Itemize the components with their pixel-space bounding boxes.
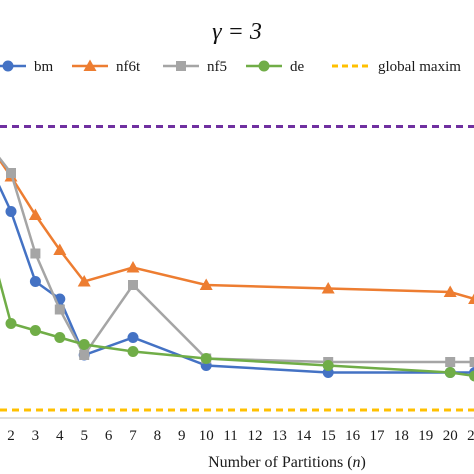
x-tick-label-16: 16 [345,428,361,444]
data-point-nf6t-2 [28,208,42,220]
series-de [0,277,474,382]
x-tick-label-12: 12 [248,428,263,444]
data-point-nf5-5 [128,280,138,290]
legend-label: nf6t [116,59,141,75]
data-point-nf5-4 [79,350,90,360]
legend-label: de [290,59,305,75]
legend-item-4: global maxim [332,59,461,75]
x-tick-label-11: 11 [223,428,237,444]
data-point-nf6t-8 [443,285,457,297]
x-tick-label-20: 20 [443,428,458,444]
x-tick-label-2: 2 [7,428,15,444]
series-layer [0,156,474,382]
legend-item-3: de [246,59,305,75]
x-tick-label-8: 8 [154,428,162,444]
x-axis-label-variable: n [353,454,361,471]
data-point-nf6t-6 [199,278,213,290]
chart-title: γ = 3 [212,19,262,45]
data-point-nf5-1 [6,168,16,178]
legend-marker [83,59,97,71]
data-point-nf5-3 [54,304,65,315]
x-tick-label-17: 17 [370,428,386,444]
legend: bm nf6t nf5 de global maxim [0,59,461,75]
data-point-bm-2 [29,276,41,287]
data-point-nf5-8 [445,357,456,367]
data-point-nf6t-9 [468,293,474,304]
legend-label: nf5 [207,59,227,75]
legend-marker [2,60,14,72]
x-tick-label-15: 15 [321,428,336,444]
data-point-nf6t-4 [77,275,91,287]
x-tick-label-19: 19 [418,428,433,444]
series-line-bm [0,184,474,374]
x-tick-label-13: 13 [272,428,287,444]
legend-label: bm [34,59,54,75]
series-nf6t [0,158,474,304]
x-tick-label-7: 7 [129,428,137,444]
series-bm [0,184,474,378]
data-point-de-7 [322,360,334,371]
x-tick-label-21: 21 [467,428,474,444]
x-tick-labels: 2 345 67 89 10 11 12 13 14 15 16 17 18 19 20 21 [7,428,474,444]
legend-marker [258,60,270,72]
data-point-nf6t-7 [321,282,335,294]
data-point-de-8 [444,367,456,378]
legend-item-0: bm [0,59,54,75]
legend-label: global maxim [378,59,461,75]
data-point-nf6t-3 [53,243,67,255]
data-point-bm-1 [5,206,17,217]
x-tick-label-3: 3 [32,428,40,444]
series-line-nf6t [0,158,474,301]
x-axis-label: Number of Partitions (n) [208,454,366,471]
x-tick-label-10: 10 [199,428,214,444]
data-point-de-4 [78,339,90,350]
data-point-de-5 [127,346,139,357]
data-point-de-1 [5,318,17,329]
data-point-nf6t-5 [126,261,140,273]
legend-item-2: nf5 [163,59,227,75]
legend-marker [176,61,186,71]
data-point-de-6 [200,353,212,364]
series-line-nf5 [0,156,474,364]
data-point-nf5-9 [469,357,474,367]
data-point-de-3 [54,332,66,343]
x-axis-label-text: Number of Partitions ( [208,454,352,471]
x-tick-label-5: 5 [80,428,88,444]
data-point-de-2 [29,325,41,336]
x-tick-label-4: 4 [56,428,64,444]
x-axis-label-close: ) [361,454,366,471]
data-point-de-9 [469,370,474,382]
legend-item-1: nf6t [72,59,141,75]
x-tick-label-9: 9 [178,428,186,444]
data-point-nf5-2 [30,248,41,259]
series-nf5 [0,156,474,367]
x-tick-label-14: 14 [296,428,312,444]
x-tick-label-6: 6 [105,428,113,444]
series-line-de [0,277,474,378]
data-point-bm-5 [127,332,139,343]
x-tick-label-18: 18 [394,428,409,444]
